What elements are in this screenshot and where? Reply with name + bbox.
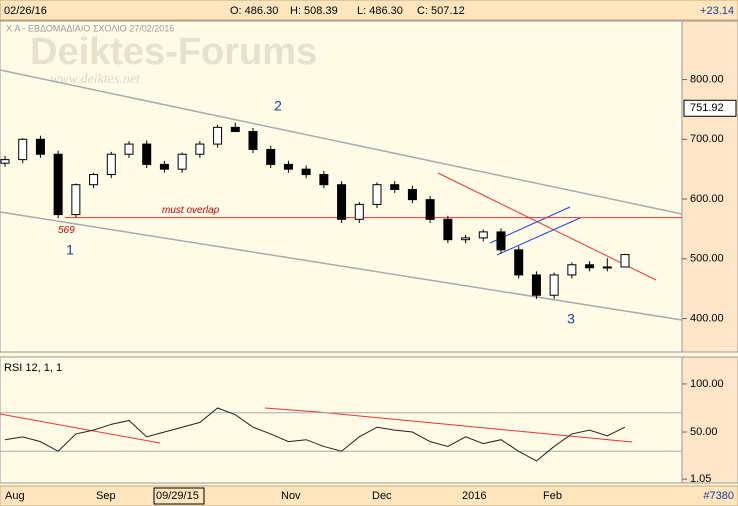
rsi-tick-label: 1.05: [690, 473, 711, 485]
price-marker-box: [683, 99, 737, 117]
x-label: 2016: [462, 490, 486, 502]
rsi-axis: [681, 356, 738, 484]
rsi-tick-label: 100.00: [690, 378, 724, 390]
wave-label: 2: [274, 98, 282, 114]
header-high: H: 508.39: [290, 5, 338, 17]
candle-body: [425, 199, 435, 220]
candle-body: [496, 231, 506, 251]
rsi-trend: [264, 407, 319, 413]
header-low: L: 486.30: [357, 5, 403, 17]
candle-body: [620, 254, 630, 268]
candle-body: [567, 264, 577, 276]
x-label: Nov: [281, 490, 301, 502]
price-axis: [681, 20, 738, 353]
price-marker-label: 751.92: [690, 102, 724, 114]
candle-body: [18, 138, 28, 161]
header-open: O: 486.30: [230, 5, 278, 17]
candle-body: [53, 153, 63, 216]
rsi-trend: [0, 413, 161, 444]
candle-body: [248, 131, 258, 150]
rsi-tick-label: 50.00: [690, 426, 718, 438]
y-tick-label: 400.00: [690, 312, 724, 324]
candle-body: [124, 143, 134, 155]
x-label: Feb: [543, 490, 562, 502]
header-date: 02/26/16: [4, 5, 47, 17]
candle-body: [337, 184, 347, 220]
level-label: 569: [58, 225, 75, 236]
candle-body: [372, 184, 382, 205]
candle-body: [319, 174, 329, 186]
blue-channel: [496, 217, 581, 256]
y-tick-label: 500.00: [690, 253, 724, 265]
candle-body: [478, 231, 488, 239]
candle-body: [213, 126, 223, 145]
candle-body: [177, 153, 187, 170]
candle-body: [461, 237, 471, 241]
candle-body: [89, 174, 99, 186]
candle-body: [71, 184, 81, 216]
candle-body: [301, 168, 311, 176]
watermark: Deiktes-Forums: [30, 31, 317, 73]
header-change: +23.14: [700, 5, 734, 17]
channel-upper: [0, 69, 683, 215]
rsi-trend: [317, 411, 633, 443]
candle-body: [407, 188, 417, 201]
candle-body: [390, 184, 400, 190]
x-label: Aug: [5, 490, 25, 502]
channel-lower: [0, 211, 683, 321]
subtitle: Χ.Α - ΕΒΔΟΜΑΔΙΑΙΟ ΣΧΟΛΙΟ 27/02/2016: [6, 23, 174, 33]
candle-body: [514, 249, 524, 276]
candle-body: [549, 274, 559, 296]
header-close: C: 507.12: [417, 5, 465, 17]
y-tick-label: 800.00: [690, 73, 724, 85]
candle-body: [283, 163, 293, 170]
y-tick-label: 700.00: [690, 133, 724, 145]
rsi-line: [4, 407, 626, 462]
candle-body: [159, 163, 169, 170]
x-label: Sep: [96, 490, 116, 502]
wave-label: 3: [567, 311, 575, 327]
level-note: must overlap: [162, 205, 220, 216]
wave-label: 1: [66, 242, 74, 258]
candle-body: [0, 159, 10, 164]
candle-body: [443, 218, 453, 241]
site: www.deiktes.net: [50, 72, 141, 87]
candle-body: [142, 143, 152, 165]
x-label: 09/29/15: [156, 490, 199, 502]
candle-body: [35, 138, 45, 155]
rsi-panel: [0, 356, 683, 484]
candle-body: [106, 153, 116, 176]
candle-body: [266, 148, 276, 165]
x-cursor-box: [153, 487, 205, 505]
candle-body: [230, 126, 240, 133]
bar-count: #7380: [703, 490, 734, 502]
header-bar: [0, 0, 738, 21]
candle-body: [531, 274, 541, 296]
candle-body: [354, 203, 364, 220]
trend-line: [437, 172, 657, 281]
candle-body: [195, 143, 205, 155]
y-tick-label: 600.00: [690, 193, 724, 205]
rsi-title: RSI 12, 1, 1: [4, 362, 62, 374]
candle-body: [602, 266, 612, 269]
x-label: Dec: [372, 490, 392, 502]
candle-body: [585, 264, 595, 269]
